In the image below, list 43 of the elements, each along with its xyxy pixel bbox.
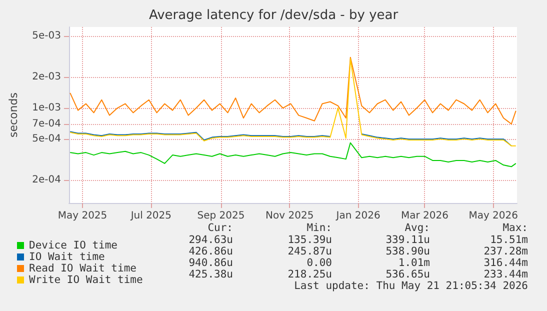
text: 1.01m xyxy=(398,257,430,269)
text: Last update: Thu May 21 21:05:34 2026 xyxy=(294,280,528,292)
text: 135.39u xyxy=(288,234,332,246)
x-tick-label: Nov 2025 xyxy=(266,210,314,222)
line-series xyxy=(70,142,516,168)
text: 294.63u xyxy=(188,234,233,246)
text: 245.87u xyxy=(288,246,332,258)
text: Cur: xyxy=(208,222,233,234)
line-series xyxy=(70,58,516,146)
y-tick-label: 5e-03 xyxy=(32,30,61,42)
text: 536.65u xyxy=(386,268,430,280)
text: 339.11u xyxy=(386,234,430,246)
text: 940.86u xyxy=(188,257,233,269)
text: Min: xyxy=(306,222,332,234)
x-tick-label: Jan 2026 xyxy=(335,210,380,222)
y-axis-title: seconds xyxy=(7,92,20,138)
text: 425.38u xyxy=(188,268,233,280)
legend-label: Device IO time xyxy=(29,240,118,252)
text: 233.44m xyxy=(484,268,528,280)
x-tick-label: Mar 2026 xyxy=(400,210,448,222)
y-tick-label: 2e-04 xyxy=(32,174,61,186)
x-tick-label: May 2026 xyxy=(468,210,518,222)
text: Avg: xyxy=(404,222,430,234)
y-tick-label: 2e-03 xyxy=(32,71,61,82)
y-tick-label: 7e-04 xyxy=(32,118,61,130)
x-tick-label: Sep 2025 xyxy=(197,210,245,222)
text: 538.90u xyxy=(386,246,430,258)
legend-label: Write IO Wait time xyxy=(29,274,143,286)
legend-label: Read IO Wait time xyxy=(29,262,136,274)
text: Max: xyxy=(502,222,528,234)
text: 0.00 xyxy=(306,257,332,269)
text: 237.28m xyxy=(484,246,528,258)
line-series xyxy=(70,56,516,124)
text: 316.44m xyxy=(484,257,528,269)
text: 15.51m xyxy=(490,234,528,246)
text: 218.25u xyxy=(288,268,332,280)
x-tick-label: Jul 2025 xyxy=(130,210,172,222)
chart-title: Average latency for /dev/sda - by year xyxy=(148,8,399,23)
y-tick-label: 5e-04 xyxy=(32,134,61,145)
y-tick-label: 1e-03 xyxy=(32,102,61,114)
x-tick-label: May 2025 xyxy=(58,210,108,222)
text: 426.86u xyxy=(188,246,233,258)
legend-label: IO Wait time xyxy=(29,251,105,263)
